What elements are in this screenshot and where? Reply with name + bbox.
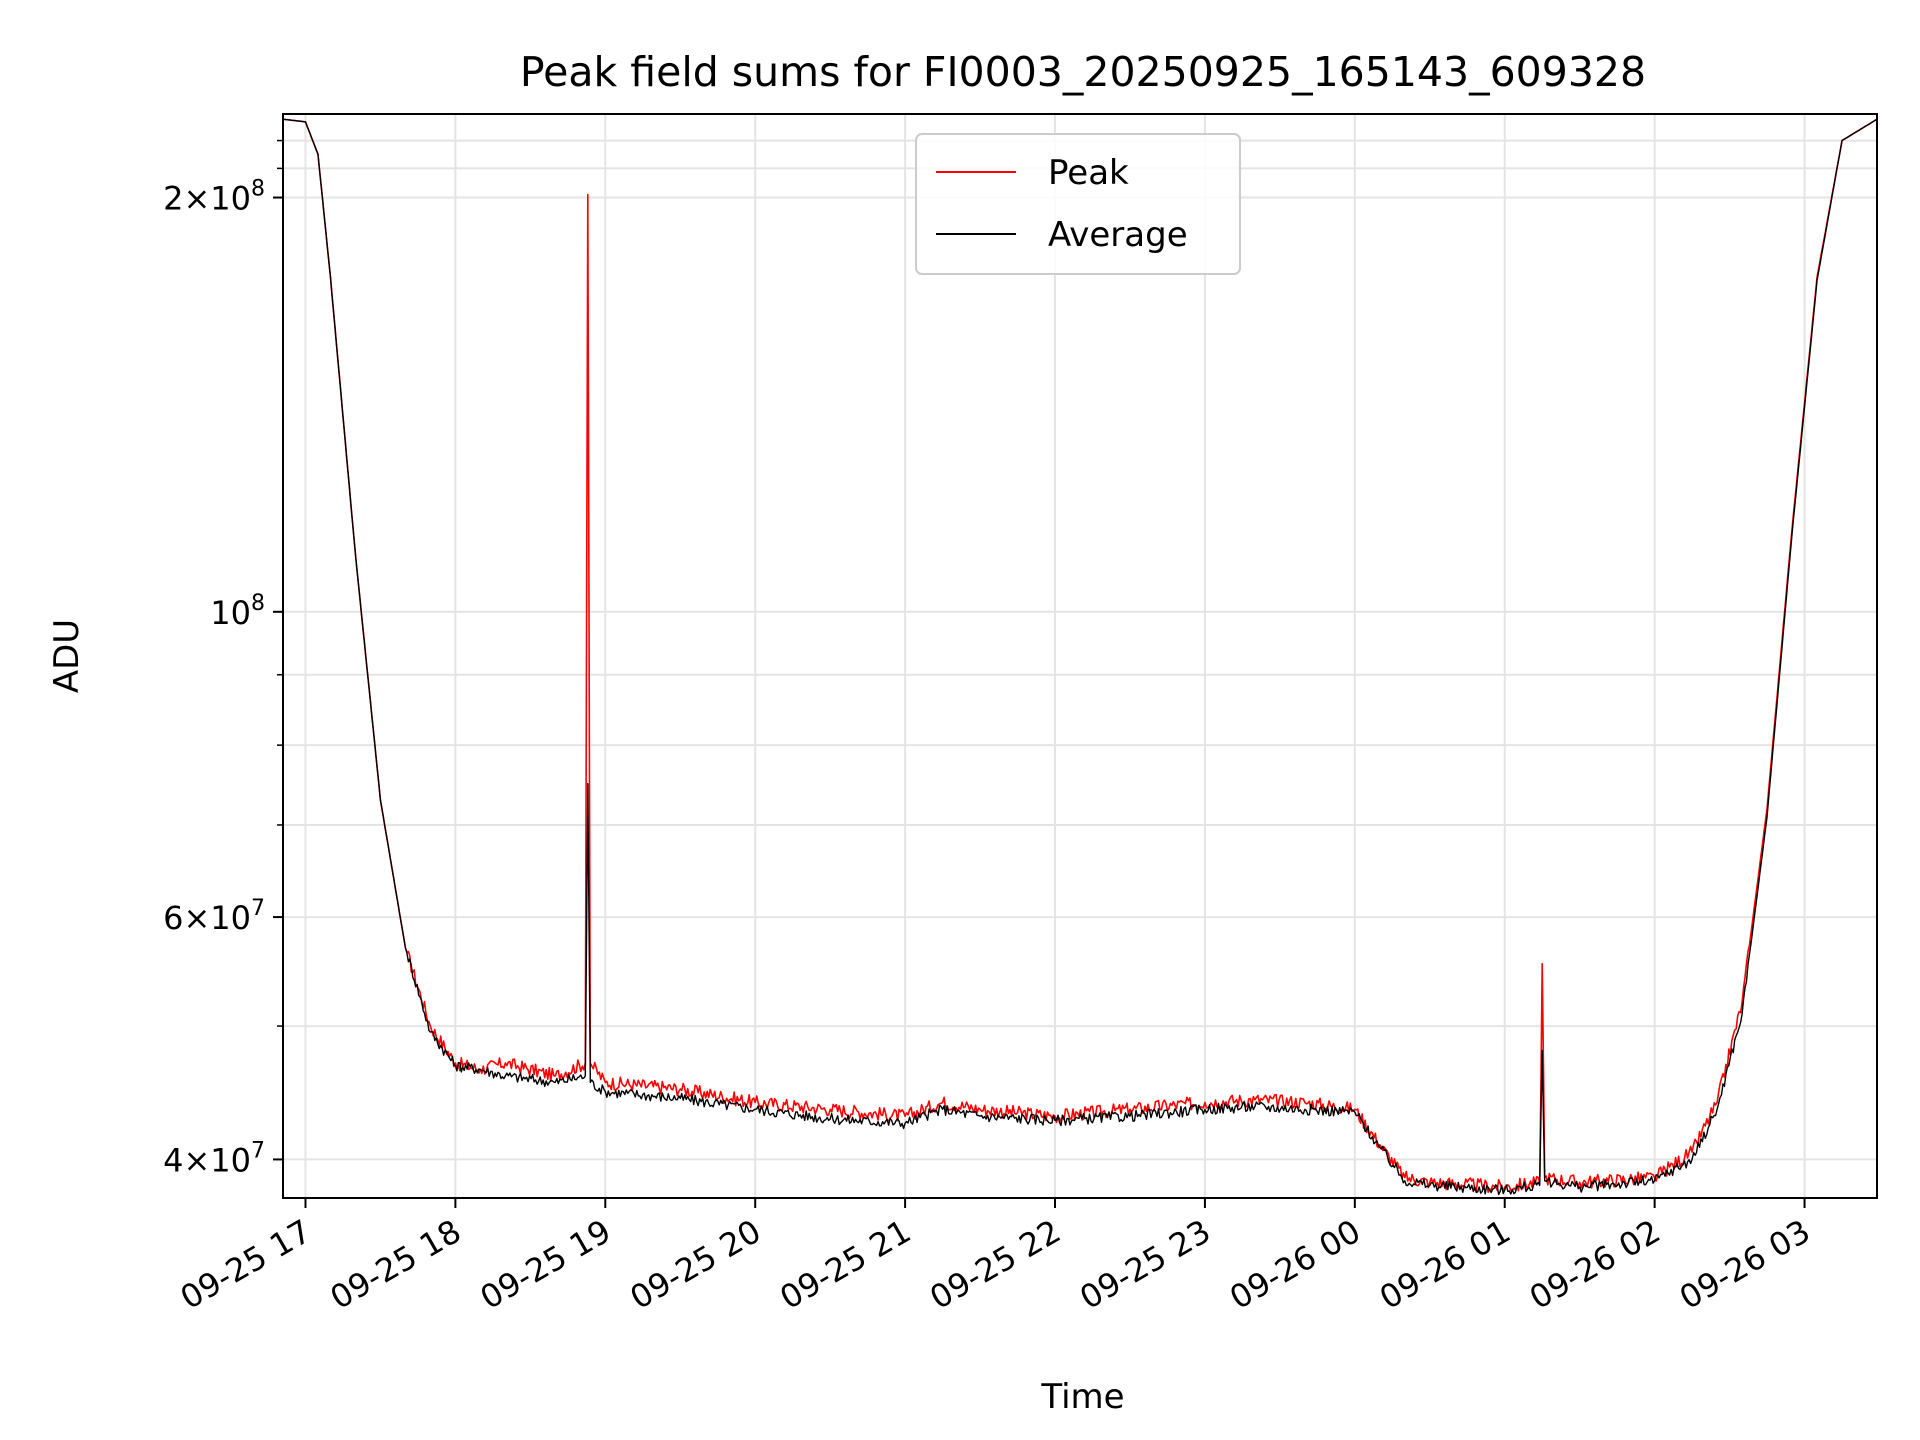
legend-label-average: Average xyxy=(1048,215,1188,255)
y-tick-mantissa: 4 xyxy=(163,1141,183,1179)
grid xyxy=(283,114,1877,1198)
y-tick-label: 4×107 xyxy=(163,1138,265,1179)
chart-title: Peak field sums for FI0003_20250925_1651… xyxy=(520,48,1646,96)
y-tick-times: × xyxy=(183,180,210,218)
y-tick-base: 10 xyxy=(210,899,251,937)
y-tick-mantissa: 2 xyxy=(163,180,183,218)
plot-frame xyxy=(282,113,1878,1199)
y-tick-exponent: 8 xyxy=(251,177,265,202)
series-line-average xyxy=(282,118,1878,1196)
y-tick-base: 10 xyxy=(210,594,251,632)
y-tick-base: 10 xyxy=(210,1141,251,1179)
legend-box xyxy=(915,133,1241,275)
y-tick-exponent: 8 xyxy=(251,591,265,616)
y-axis-label: ADU xyxy=(47,619,87,693)
y-tick-label: 6×107 xyxy=(163,896,265,937)
y-tick-exponent: 7 xyxy=(251,1138,265,1163)
series-lines xyxy=(282,118,1878,1196)
x-axis-label: Time xyxy=(1040,1377,1124,1417)
y-tick-mantissa: 6 xyxy=(163,899,183,937)
y-tick-times: × xyxy=(183,1141,210,1179)
y-tick-label: 2×108 xyxy=(163,177,265,218)
y-tick-times: × xyxy=(183,899,210,937)
legend-label-peak: Peak xyxy=(1048,153,1129,193)
y-tick-label: 108 xyxy=(210,591,265,632)
y-tick-base: 10 xyxy=(210,180,251,218)
legend: Peak Average xyxy=(915,133,1241,275)
y-tick-exponent: 7 xyxy=(251,896,265,921)
